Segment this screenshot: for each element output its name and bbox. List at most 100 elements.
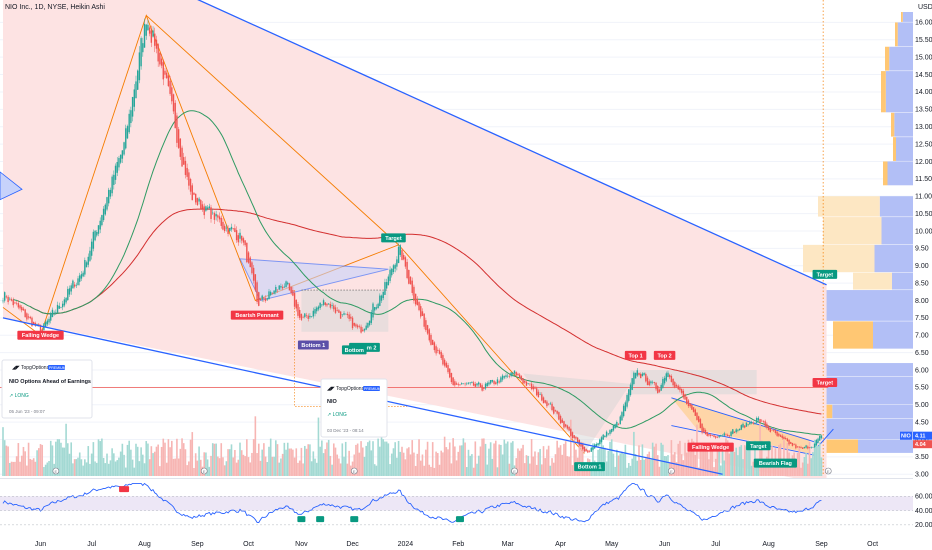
candle-body [503, 376, 506, 378]
volume-bar [314, 458, 316, 476]
pattern-label-text: Bearish Pennant [235, 313, 279, 319]
volume-bar [119, 451, 122, 476]
volume-bar [240, 450, 243, 476]
volume-bar [743, 445, 746, 476]
volume-bar [702, 448, 705, 476]
idea-card-1[interactable]: ◢◤ TopgOptions PREMIUM NIO Options Ahead… [1, 359, 93, 419]
volume-bar [559, 445, 562, 476]
volume-bar [198, 446, 200, 476]
candle-body [769, 427, 771, 432]
candle-body [177, 129, 180, 148]
candle-body [430, 334, 432, 345]
volume-bar [527, 455, 529, 476]
candle-body [559, 415, 562, 424]
volume-bar [356, 443, 359, 476]
volume-bar [285, 449, 287, 476]
candle-body [374, 307, 376, 311]
candle-body [595, 443, 598, 447]
pattern-label: Bearish Pennant [230, 310, 284, 320]
pattern-label: Target [746, 441, 771, 451]
volume-bar [259, 460, 262, 476]
volume-bar [263, 443, 265, 476]
volume-bar [95, 462, 98, 476]
idea-card-2[interactable]: ◢◤ TopgOptions PREMIUM NIO ↗ LONG 03 Dec… [320, 378, 388, 438]
rsi-bull-marker [455, 516, 464, 523]
volume-bar [135, 443, 137, 476]
volume-bar [275, 440, 277, 476]
volume-bar [32, 458, 35, 476]
candle-body [524, 380, 526, 383]
candle-body [423, 313, 425, 327]
volume-bar [755, 463, 758, 476]
price-axis[interactable]: USD 16.00 15.50 15.00 14.50 14.00 13.50 13.00 12… [913, 0, 932, 479]
volume-bar [7, 446, 9, 476]
candle-body [783, 436, 785, 440]
candle-body [646, 377, 649, 386]
price-tick-label: 11.00 [915, 194, 932, 201]
candle-body [752, 422, 754, 424]
volume-bar [607, 450, 610, 476]
candle-body [55, 312, 57, 313]
tv-logo-icon: ◢◤ [12, 365, 20, 371]
pattern-label: Target [381, 233, 406, 243]
candle-body [472, 382, 475, 386]
time-axis[interactable]: Jun Jul Aug Sep Oct Nov Dec 2024 Feb Mar Apr May Jun… [0, 536, 932, 550]
volume-bar [699, 449, 702, 476]
volume-bar [685, 452, 688, 476]
volume-bar [660, 442, 662, 476]
candle-body [633, 372, 635, 384]
candle-body [420, 306, 422, 317]
volume-bar [672, 454, 674, 476]
volume-bar [29, 458, 32, 476]
candle-body [212, 212, 214, 214]
volume-profile-row [883, 161, 888, 186]
volume-bar [750, 465, 753, 476]
pattern-label-box [812, 269, 838, 279]
volume-bar [430, 466, 432, 476]
candle-body [757, 417, 760, 421]
price-axis-currency: USD [918, 4, 932, 11]
zigzag-line [2, 14, 585, 454]
candle-body [293, 292, 296, 307]
candle-body [774, 430, 777, 434]
volume-bar [346, 463, 349, 476]
candle-body [287, 282, 289, 285]
candle-body [50, 313, 52, 321]
candle-body [51, 309, 54, 317]
candle-body [133, 89, 135, 107]
volume-bar [541, 464, 543, 476]
candle-body [570, 428, 572, 436]
volume-bar [266, 462, 269, 476]
candle-body [680, 388, 683, 393]
candle-body [362, 329, 364, 332]
last-price-box [913, 431, 932, 440]
time-tick-label: Jul [711, 541, 720, 548]
candle-body [147, 24, 149, 31]
candle-body [641, 373, 644, 377]
volume-bar [305, 448, 308, 476]
volume-bar [815, 441, 818, 476]
volume-bar [278, 462, 281, 476]
volume-bar [438, 464, 441, 476]
price-tick-label: 3.00 [915, 472, 929, 479]
volume-profile-row [894, 112, 913, 137]
volume-bar [622, 453, 625, 476]
volume-bar [309, 444, 311, 476]
wedge-upper-line [197, 0, 827, 286]
last-price-labels: NIO 4.11 4.04 [900, 431, 932, 449]
pattern-labels[interactable]: Falling Wedge Bearish Pennant Bottom 1 Bott… [17, 233, 838, 472]
candlesticks[interactable] [2, 18, 823, 454]
pattern-label-box [653, 350, 676, 360]
candle-body [297, 304, 299, 316]
volume-bar [66, 443, 69, 476]
volume-bar [372, 441, 374, 476]
volume-bar [530, 439, 533, 476]
candle-body [131, 96, 134, 117]
pattern-label: Top 1 [624, 350, 647, 360]
wedge2-line [671, 397, 819, 444]
candle-body [302, 316, 304, 318]
volume-profile-row [887, 161, 913, 186]
volume-bar [515, 458, 518, 476]
